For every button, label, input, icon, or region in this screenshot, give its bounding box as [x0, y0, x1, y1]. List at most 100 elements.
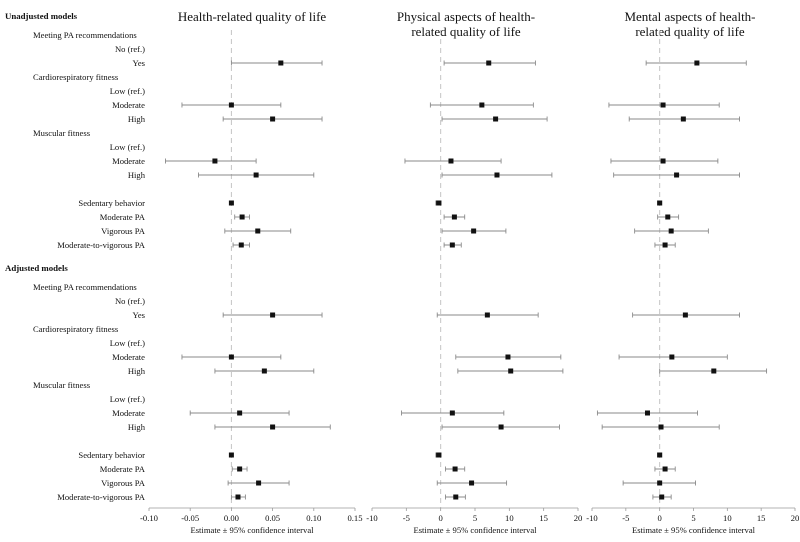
estimate-point-panel-1-unadjusted-models-moderate-pa	[239, 214, 245, 220]
estimate-point-panel-3-adjusted-models-sedentary-behavior	[657, 452, 663, 458]
x-tick-label-panel-3-0: -10	[586, 513, 597, 523]
estimate-point-panel-2-unadjusted-models-moderate-to-vigorous-pa	[449, 242, 455, 248]
x-tick-label-panel-1-4: 0.10	[306, 513, 321, 523]
estimate-point-panel-2-adjusted-models-moderate	[449, 410, 455, 416]
estimate-point-panel-2-adjusted-models-high	[498, 424, 504, 430]
x-tick-label-panel-1-2: 0.00	[224, 513, 239, 523]
x-axis-label-panel-2: Estimate ± 95% confidence interval	[413, 525, 537, 535]
x-tick-label-panel-3-6: 20	[791, 513, 800, 523]
estimate-point-panel-3-adjusted-models-high	[711, 368, 717, 374]
row-label-moderate-to-vigorous-pa: Moderate-to-vigorous PA	[57, 240, 146, 250]
x-tick-label-panel-1-1: -0.05	[181, 513, 199, 523]
estimate-point-panel-1-unadjusted-models-high	[253, 172, 259, 178]
estimate-point-panel-1-adjusted-models-moderate-to-vigorous-pa	[235, 494, 241, 500]
row-label-moderate: Moderate	[112, 100, 145, 110]
section-header-adjusted-models: Adjusted models	[5, 263, 68, 273]
estimate-point-panel-2-adjusted-models-sedentary-behavior	[436, 452, 442, 458]
x-tick-label-panel-2-4: 10	[505, 513, 514, 523]
row-label-moderate: Moderate	[112, 156, 145, 166]
row-label-high: High	[128, 366, 146, 376]
estimate-point-panel-2-unadjusted-models-sedentary-behavior	[436, 200, 442, 206]
estimate-point-panel-1-adjusted-models-moderate-pa	[237, 466, 243, 472]
row-label-meeting-pa-recommendations: Meeting PA recommendations	[33, 282, 137, 292]
x-tick-label-panel-3-5: 15	[757, 513, 766, 523]
x-tick-label-panel-2-0: -10	[366, 513, 377, 523]
row-label-cardiorespiratory-fitness: Cardiorespiratory fitness	[33, 72, 119, 82]
row-label-sedentary-behavior: Sedentary behavior	[78, 450, 145, 460]
row-label-vigorous-pa: Vigorous PA	[101, 226, 146, 236]
estimate-point-panel-3-adjusted-models-moderate-to-vigorous-pa	[659, 494, 665, 500]
estimate-point-panel-2-unadjusted-models-yes	[486, 60, 492, 66]
x-tick-label-panel-2-5: 15	[539, 513, 548, 523]
estimate-point-panel-3-unadjusted-models-vigorous-pa	[668, 228, 674, 234]
estimate-point-panel-1-adjusted-models-moderate	[237, 410, 243, 416]
x-tick-label-panel-2-1: -5	[403, 513, 410, 523]
row-label-moderate-pa: Moderate PA	[100, 464, 146, 474]
estimate-point-panel-3-unadjusted-models-sedentary-behavior	[657, 200, 663, 206]
row-label-moderate: Moderate	[112, 352, 145, 362]
row-label-muscular-fitness: Muscular fitness	[33, 128, 91, 138]
row-label-low-ref: Low (ref.)	[110, 338, 145, 348]
row-label-high: High	[128, 422, 146, 432]
row-label-moderate: Moderate	[112, 408, 145, 418]
estimate-point-panel-2-unadjusted-models-high	[494, 172, 500, 178]
panel-title-3-line-1: Mental aspects of health-	[624, 9, 755, 24]
estimate-point-panel-2-adjusted-models-high	[508, 368, 514, 374]
estimate-point-panel-1-unadjusted-models-sedentary-behavior	[228, 200, 234, 206]
x-tick-label-panel-2-3: 5	[473, 513, 477, 523]
estimate-point-panel-1-unadjusted-models-moderate	[212, 158, 218, 164]
estimate-point-panel-3-adjusted-models-moderate	[644, 410, 650, 416]
estimate-point-panel-3-unadjusted-models-high	[674, 172, 680, 178]
estimate-point-panel-1-adjusted-models-yes	[270, 312, 276, 318]
row-label-sedentary-behavior: Sedentary behavior	[78, 198, 145, 208]
estimate-point-panel-2-unadjusted-models-high	[493, 116, 499, 122]
x-axis-label-panel-3: Estimate ± 95% confidence interval	[632, 525, 756, 535]
panel-title-2-line-1: Physical aspects of health-	[397, 9, 535, 24]
x-tick-label-panel-2-6: 20	[574, 513, 583, 523]
x-tick-label-panel-3-2: 0	[658, 513, 662, 523]
estimate-point-panel-2-adjusted-models-yes	[484, 312, 490, 318]
estimate-point-panel-1-adjusted-models-high	[261, 368, 267, 374]
estimate-point-panel-3-adjusted-models-moderate-pa	[662, 466, 668, 472]
estimate-point-panel-1-adjusted-models-sedentary-behavior	[228, 452, 234, 458]
estimate-point-panel-3-unadjusted-models-moderate	[660, 102, 666, 108]
x-tick-label-panel-2-2: 0	[439, 513, 443, 523]
row-label-cardiorespiratory-fitness: Cardiorespiratory fitness	[33, 324, 119, 334]
panel-title-1-line-1: Health-related quality of life	[178, 9, 327, 24]
x-tick-label-panel-1-5: 0.15	[347, 513, 362, 523]
row-label-moderate-pa: Moderate PA	[100, 212, 146, 222]
panel-title-2-line-2: related quality of life	[411, 24, 521, 39]
row-label-no-ref: No (ref.)	[115, 44, 145, 54]
estimate-point-panel-1-unadjusted-models-moderate	[228, 102, 234, 108]
x-tick-label-panel-1-0: -0.10	[140, 513, 158, 523]
estimate-point-panel-2-adjusted-models-vigorous-pa	[469, 480, 475, 486]
x-tick-label-panel-3-4: 10	[723, 513, 732, 523]
row-label-high: High	[128, 170, 146, 180]
estimate-point-panel-1-adjusted-models-moderate	[228, 354, 234, 360]
row-label-yes: Yes	[132, 58, 145, 68]
x-tick-label-panel-1-3: 0.05	[265, 513, 280, 523]
estimate-point-panel-3-adjusted-models-moderate	[669, 354, 675, 360]
row-label-low-ref: Low (ref.)	[110, 142, 145, 152]
estimate-point-panel-1-adjusted-models-high	[270, 424, 276, 430]
estimate-point-panel-2-unadjusted-models-moderate	[479, 102, 485, 108]
estimate-point-panel-2-unadjusted-models-moderate	[448, 158, 454, 164]
estimate-point-panel-2-unadjusted-models-vigorous-pa	[471, 228, 477, 234]
row-label-muscular-fitness: Muscular fitness	[33, 380, 91, 390]
estimate-point-panel-3-unadjusted-models-high	[680, 116, 686, 122]
x-tick-label-panel-3-1: -5	[622, 513, 629, 523]
estimate-point-panel-2-unadjusted-models-moderate-pa	[451, 214, 457, 220]
estimate-point-panel-1-unadjusted-models-moderate-to-vigorous-pa	[238, 242, 244, 248]
estimate-point-panel-1-unadjusted-models-high	[270, 116, 276, 122]
section-header-unadjusted-models: Unadjusted models	[5, 11, 78, 21]
row-label-vigorous-pa: Vigorous PA	[101, 478, 146, 488]
row-label-low-ref: Low (ref.)	[110, 86, 145, 96]
estimate-point-panel-2-adjusted-models-moderate-to-vigorous-pa	[453, 494, 459, 500]
estimate-point-panel-3-adjusted-models-high	[658, 424, 664, 430]
panel-title-3-line-2: related quality of life	[635, 24, 745, 39]
estimate-point-panel-2-adjusted-models-moderate-pa	[452, 466, 458, 472]
row-label-moderate-to-vigorous-pa: Moderate-to-vigorous PA	[57, 492, 146, 502]
estimate-point-panel-2-adjusted-models-moderate	[505, 354, 511, 360]
x-axis-label-panel-1: Estimate ± 95% confidence interval	[190, 525, 314, 535]
